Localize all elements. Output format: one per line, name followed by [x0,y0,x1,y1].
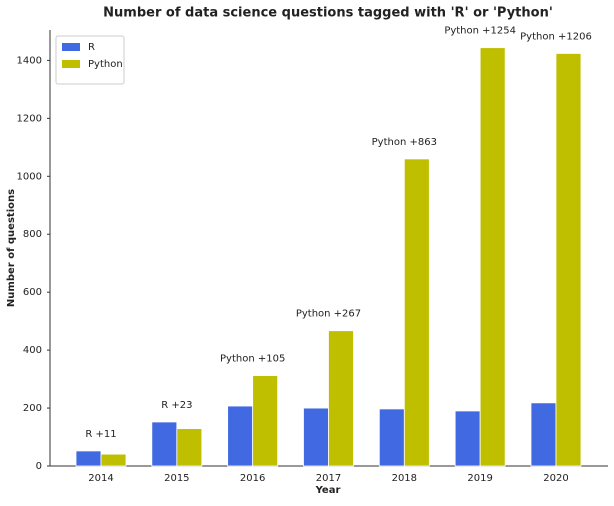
bar [75,450,102,467]
x-tick-label: 2018 [392,473,417,484]
y-tick-label: 0 [36,461,42,472]
bar [378,408,405,467]
bar [176,428,203,467]
annotation: Python +105 [220,354,285,365]
legend-label: R [88,42,95,53]
annotation: Python +1206 [520,31,592,42]
x-tick-label: 2017 [316,473,341,484]
x-tick-label: 2020 [543,473,568,484]
bar [479,47,506,467]
x-axis-label: Year [315,485,341,496]
legend-swatch [62,43,80,51]
y-tick-label: 1200 [17,113,42,124]
bar [303,407,329,467]
bar [100,453,127,467]
y-axis-label: Number of questions [6,189,17,307]
annotation: R +11 [85,429,116,440]
x-tick-label: 2015 [164,473,189,484]
legend-label: Python [88,59,123,70]
bar [454,410,481,467]
y-tick-label: 400 [23,345,42,356]
bar [151,421,178,467]
annotation: Python +863 [372,137,437,148]
annotation: Python +1254 [444,26,516,37]
bar [555,53,582,467]
bar [227,405,254,467]
x-tick-label: 2019 [467,473,492,484]
y-tick-label: 200 [23,403,42,414]
y-tick-label: 600 [23,287,42,298]
x-tick-label: 2014 [88,473,113,484]
y-tick-label: 1000 [17,171,42,182]
bar [530,402,557,467]
y-tick-label: 800 [23,229,42,240]
y-tick-label: 1400 [17,55,42,66]
chart-title: Number of data science questions tagged … [103,6,553,21]
bar [252,375,279,467]
legend-swatch [62,60,80,68]
annotation: Python +267 [296,309,361,320]
x-tick-label: 2016 [240,473,265,484]
bar [403,158,430,467]
annotation: R +23 [161,400,192,411]
bar [328,330,354,467]
